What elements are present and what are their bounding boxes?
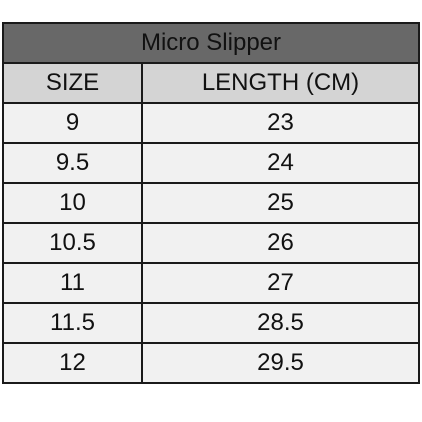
- length-cell: 27: [141, 262, 420, 304]
- title-row: Micro Slipper: [2, 22, 420, 64]
- length-cell: 26: [141, 222, 420, 264]
- table-row: 11 27: [2, 262, 420, 304]
- table-row: 10.5 26: [2, 222, 420, 264]
- header-row: SIZE LENGTH (CM): [2, 62, 420, 104]
- table-body: 9 23 9.5 24 10 25 10.5 26 11 27 11.5 28.5 12 29.5: [2, 102, 420, 384]
- table-row: 12 29.5: [2, 342, 420, 384]
- size-cell: 9.5: [2, 142, 143, 184]
- column-header: SIZE: [2, 62, 143, 104]
- size-table: Micro Slipper SIZE LENGTH (CM) 9 23 9.5 24 1…: [2, 22, 420, 384]
- length-cell: 24: [141, 142, 420, 184]
- size-cell: 9: [2, 102, 143, 144]
- column-header: LENGTH (CM): [141, 62, 420, 104]
- length-cell: 23: [141, 102, 420, 144]
- table-row: 10 25: [2, 182, 420, 224]
- size-cell: 11.5: [2, 302, 143, 344]
- size-chart: Micro Slipper SIZE LENGTH (CM) 9 23 9.5 24 1…: [2, 22, 420, 384]
- table-title: Micro Slipper: [2, 22, 420, 64]
- length-cell: 28.5: [141, 302, 420, 344]
- size-cell: 10: [2, 182, 143, 224]
- table-row: 11.5 28.5: [2, 302, 420, 344]
- size-cell: 10.5: [2, 222, 143, 264]
- length-cell: 25: [141, 182, 420, 224]
- length-cell: 29.5: [141, 342, 420, 384]
- table-row: 9 23: [2, 102, 420, 144]
- table-row: 9.5 24: [2, 142, 420, 184]
- size-cell: 11: [2, 262, 143, 304]
- size-cell: 12: [2, 342, 143, 384]
